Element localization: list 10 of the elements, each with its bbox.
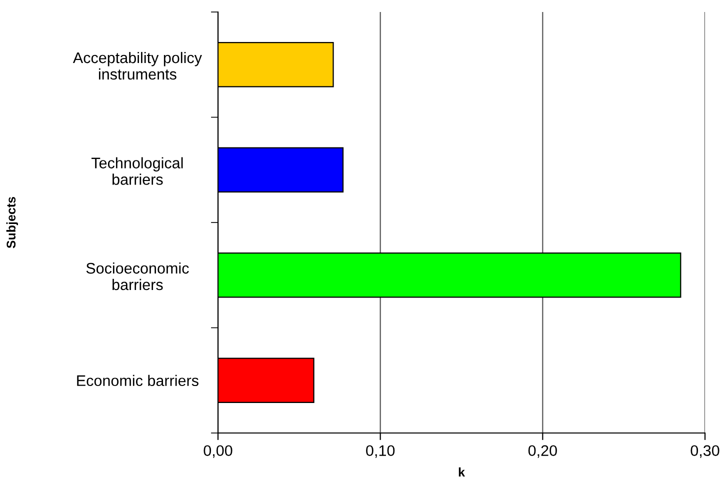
y-tick-label: Technological barriers [92, 157, 183, 185]
x-tick-label: 0,20 [528, 445, 557, 458]
x-tick-label: 0,30 [690, 445, 720, 458]
y-tick-label: Economic barriers [77, 374, 198, 386]
y-tick-label: Socioeconomic barriers [86, 262, 189, 290]
x-axis-title: k [458, 467, 465, 476]
x-tick-label: 0,00 [204, 445, 232, 458]
x-tick-label: 0,10 [366, 445, 395, 458]
y-axis-title: Subjects [6, 196, 18, 248]
y-tick-label: Acceptability policy instruments [72, 52, 202, 80]
